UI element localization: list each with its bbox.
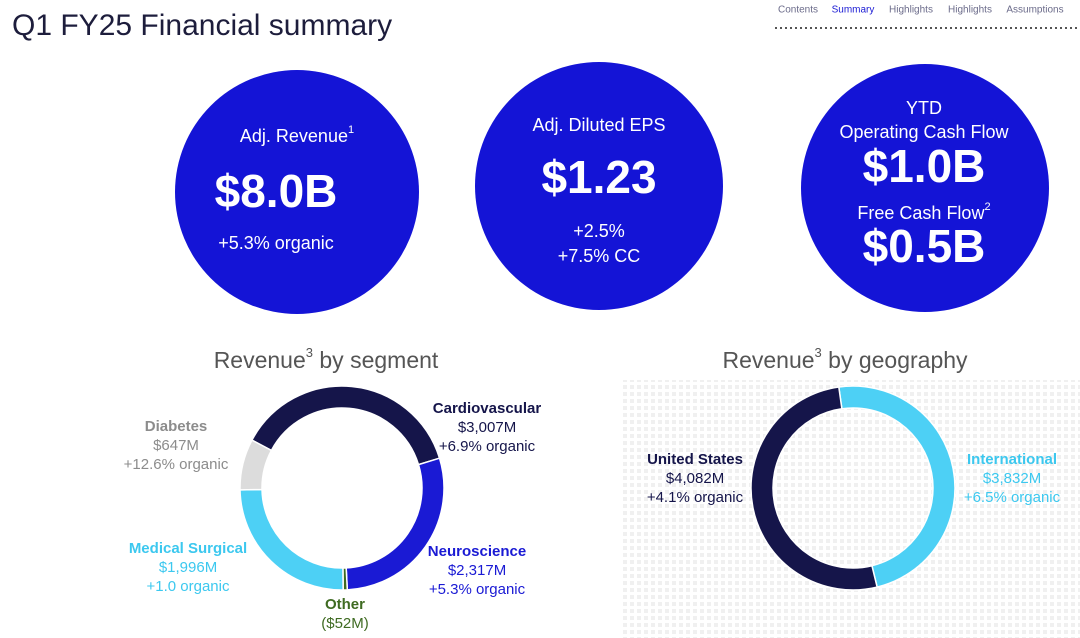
slice-name: United States	[647, 451, 743, 468]
kpi-value: $0.5B	[863, 220, 986, 272]
kpi-label: Operating Cash Flow	[839, 122, 1009, 142]
donut-slice	[239, 488, 344, 591]
slice-name: Cardiovascular	[433, 400, 542, 417]
map-background	[620, 380, 1080, 638]
slice-name: Neuroscience	[428, 543, 526, 560]
kpi-label: Adj. Diluted EPS	[532, 115, 665, 135]
slice-note: +5.3% organic	[429, 581, 526, 598]
slice-name: Diabetes	[145, 418, 208, 435]
slice-note: +12.6% organic	[124, 456, 229, 473]
slice-note: +4.1% organic	[647, 489, 744, 506]
nav-item[interactable]: Assumptions	[1006, 5, 1063, 16]
slice-name: International	[967, 451, 1057, 468]
nav-item[interactable]: Contents	[778, 5, 818, 16]
slice-value: $3,007M	[458, 419, 516, 436]
kpi-note: +5.3% organic	[218, 233, 334, 253]
kpi-circle	[475, 62, 723, 310]
slice-value: ($52M)	[321, 615, 369, 632]
slice-value: $647M	[153, 437, 199, 454]
chart-title: Revenue3 by segment	[214, 345, 439, 373]
chart-title: Revenue3 by geography	[722, 345, 968, 373]
slice-name: Medical Surgical	[129, 540, 247, 557]
donut-slice	[239, 439, 273, 491]
kpi-note: +2.5%	[573, 221, 625, 241]
donut-slice	[250, 385, 441, 466]
kpi-label: Adj. Revenue1	[240, 124, 354, 146]
slice-value: $2,317M	[448, 562, 506, 579]
slice-value: $1,996M	[159, 559, 217, 576]
kpi-circle	[175, 70, 419, 314]
nav-item[interactable]: Highlights	[889, 5, 933, 16]
donut-slice	[345, 457, 445, 591]
donut-slice	[750, 386, 879, 591]
kpi-label: YTD	[906, 98, 942, 118]
nav-item[interactable]: Highlights	[948, 5, 992, 16]
kpi-label: Free Cash Flow2	[857, 201, 990, 223]
kpi-value: $1.23	[541, 151, 656, 203]
kpi-note: +7.5% CC	[558, 246, 641, 266]
nav: Contents Summary Highlights Highlights A…	[775, 5, 1080, 29]
slice-note: +6.9% organic	[439, 438, 536, 455]
slice-note: +1.0 organic	[147, 578, 230, 595]
slice-name: Other	[325, 596, 365, 613]
slice-value: $4,082M	[666, 470, 724, 487]
slice-value: $3,832M	[983, 470, 1041, 487]
nav-item[interactable]: Summary	[832, 5, 875, 16]
slice-note: +6.5% organic	[964, 489, 1061, 506]
kpi-value: $8.0B	[215, 165, 338, 217]
slide-title: Q1 FY25 Financial summary	[12, 9, 392, 42]
kpi-circle	[801, 64, 1049, 312]
kpi-value: $1.0B	[863, 140, 986, 192]
